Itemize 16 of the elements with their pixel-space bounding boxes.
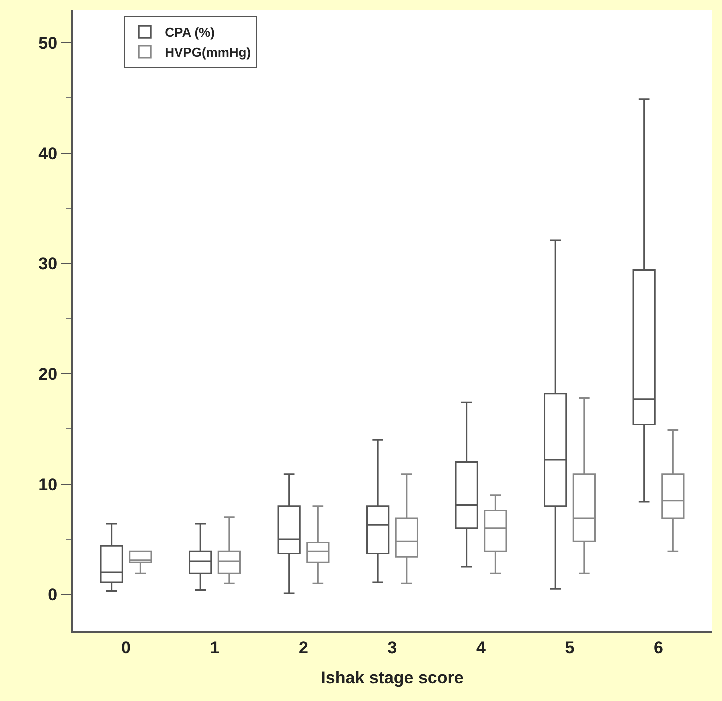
x-tick-label: 3 bbox=[388, 638, 398, 658]
y-tick-label: 30 bbox=[38, 254, 58, 274]
x-axis-title: Ishak stage score bbox=[321, 668, 464, 688]
x-tick-label: 0 bbox=[122, 638, 131, 658]
y-tick-label: 20 bbox=[38, 364, 58, 384]
legend-label: CPA (%) bbox=[165, 25, 215, 40]
x-tick-label: 5 bbox=[565, 638, 575, 658]
x-tick-label: 2 bbox=[299, 638, 308, 658]
y-tick-label: 0 bbox=[48, 586, 58, 605]
y-tick-label: 50 bbox=[38, 34, 58, 54]
y-tick-label: 10 bbox=[38, 475, 58, 494]
x-tick-label: 1 bbox=[210, 638, 220, 658]
x-tick-label: 6 bbox=[654, 638, 664, 658]
y-tick-label: 40 bbox=[38, 144, 58, 164]
x-tick-label: 4 bbox=[476, 638, 487, 658]
legend-label: HVPG(mmHg) bbox=[165, 45, 252, 60]
